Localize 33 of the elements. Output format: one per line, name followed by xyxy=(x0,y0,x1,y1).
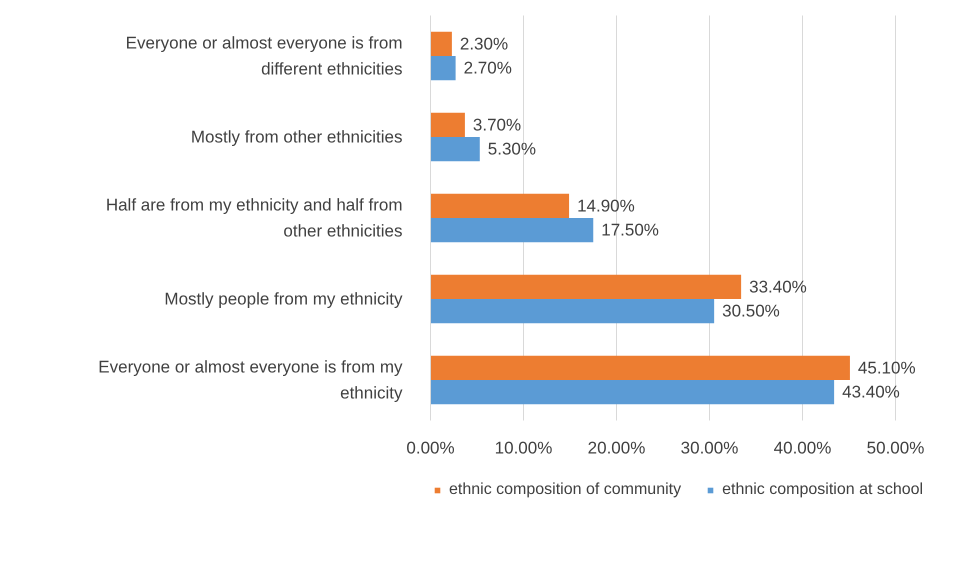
bar xyxy=(430,356,850,380)
data-label: 2.70% xyxy=(464,58,512,78)
bar xyxy=(430,137,480,162)
data-label: 2.30% xyxy=(460,34,508,54)
bar xyxy=(430,299,714,324)
data-label: 14.90% xyxy=(577,196,635,216)
y-tick-label: Mostly people from my ethnicity xyxy=(164,290,403,308)
bar xyxy=(430,380,834,404)
y-tick-label: Everyone or almost everyone is from different ethnicities xyxy=(126,34,403,78)
y-tick-label: Everyone or almost everyone is from my ethnicity xyxy=(98,358,403,402)
bar xyxy=(430,32,452,56)
bar xyxy=(430,56,456,80)
x-tick-label: 0.00% xyxy=(406,438,455,458)
data-label: 33.40% xyxy=(749,277,807,296)
x-tick-label: 30.00% xyxy=(680,438,738,458)
bar xyxy=(430,218,594,242)
data-label: 3.70% xyxy=(472,115,522,134)
bar xyxy=(430,112,465,137)
bar xyxy=(430,274,742,299)
legend-label: ethnic composition at school xyxy=(722,481,924,499)
data-label: 17.50% xyxy=(601,220,659,240)
data-label: 30.50% xyxy=(722,302,780,321)
data-label: 45.10% xyxy=(858,358,916,378)
x-tick-label: 50.00% xyxy=(866,438,924,458)
x-tick-label: 20.00% xyxy=(588,438,646,458)
y-tick-label: Mostly from other ethnicities xyxy=(190,128,403,146)
data-label: 43.40% xyxy=(842,382,900,402)
x-tick-label: 10.00% xyxy=(494,438,552,458)
data-label: 5.30% xyxy=(488,140,536,159)
x-tick-label: 40.00% xyxy=(774,438,832,458)
bar xyxy=(430,194,570,218)
legend-label: ethnic composition of community xyxy=(449,481,682,499)
y-tick-label: Half are from my ethnicity and half from other ethnicities xyxy=(106,196,403,240)
